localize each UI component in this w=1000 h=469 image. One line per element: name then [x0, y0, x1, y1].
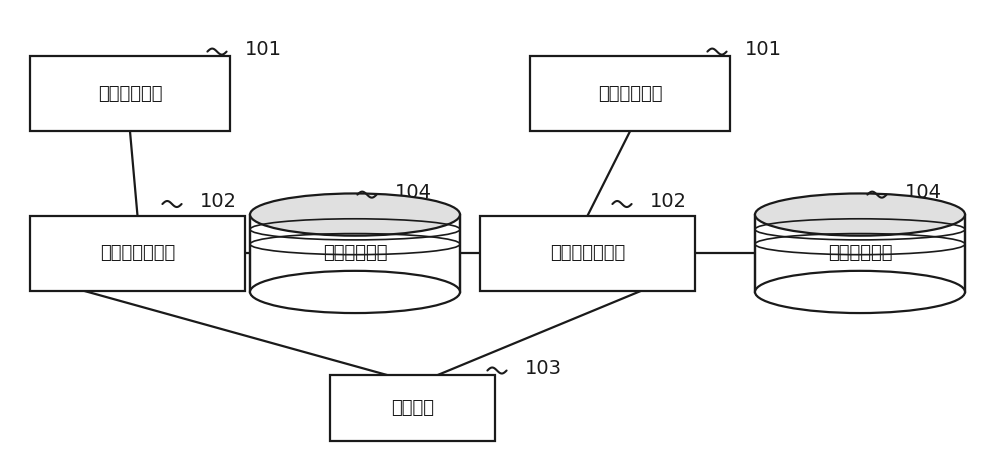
- Text: 103: 103: [525, 359, 562, 378]
- Text: 路由处理单元: 路由处理单元: [98, 85, 162, 103]
- Text: 104: 104: [395, 183, 432, 202]
- Ellipse shape: [755, 194, 965, 235]
- Text: 101: 101: [245, 40, 282, 59]
- Bar: [530, 56, 730, 131]
- Text: 路由处理单元: 路由处理单元: [598, 85, 662, 103]
- Text: 备路由容错单元: 备路由容错单元: [550, 244, 625, 262]
- Text: 102: 102: [650, 192, 687, 211]
- Text: 主数据库单元: 主数据库单元: [323, 244, 387, 262]
- Ellipse shape: [250, 194, 460, 235]
- Bar: [480, 216, 695, 291]
- Text: 主路由容错单元: 主路由容错单元: [100, 244, 175, 262]
- Text: 101: 101: [745, 40, 782, 59]
- Text: 备数据库单元: 备数据库单元: [828, 244, 892, 262]
- Text: 104: 104: [905, 183, 942, 202]
- Text: 102: 102: [200, 192, 237, 211]
- Bar: [30, 216, 245, 291]
- Text: 转发单元: 转发单元: [391, 399, 434, 417]
- Bar: [755, 215, 965, 292]
- Ellipse shape: [755, 271, 965, 313]
- Ellipse shape: [250, 271, 460, 313]
- Bar: [30, 56, 230, 131]
- Bar: [330, 375, 495, 441]
- Bar: [250, 215, 460, 292]
